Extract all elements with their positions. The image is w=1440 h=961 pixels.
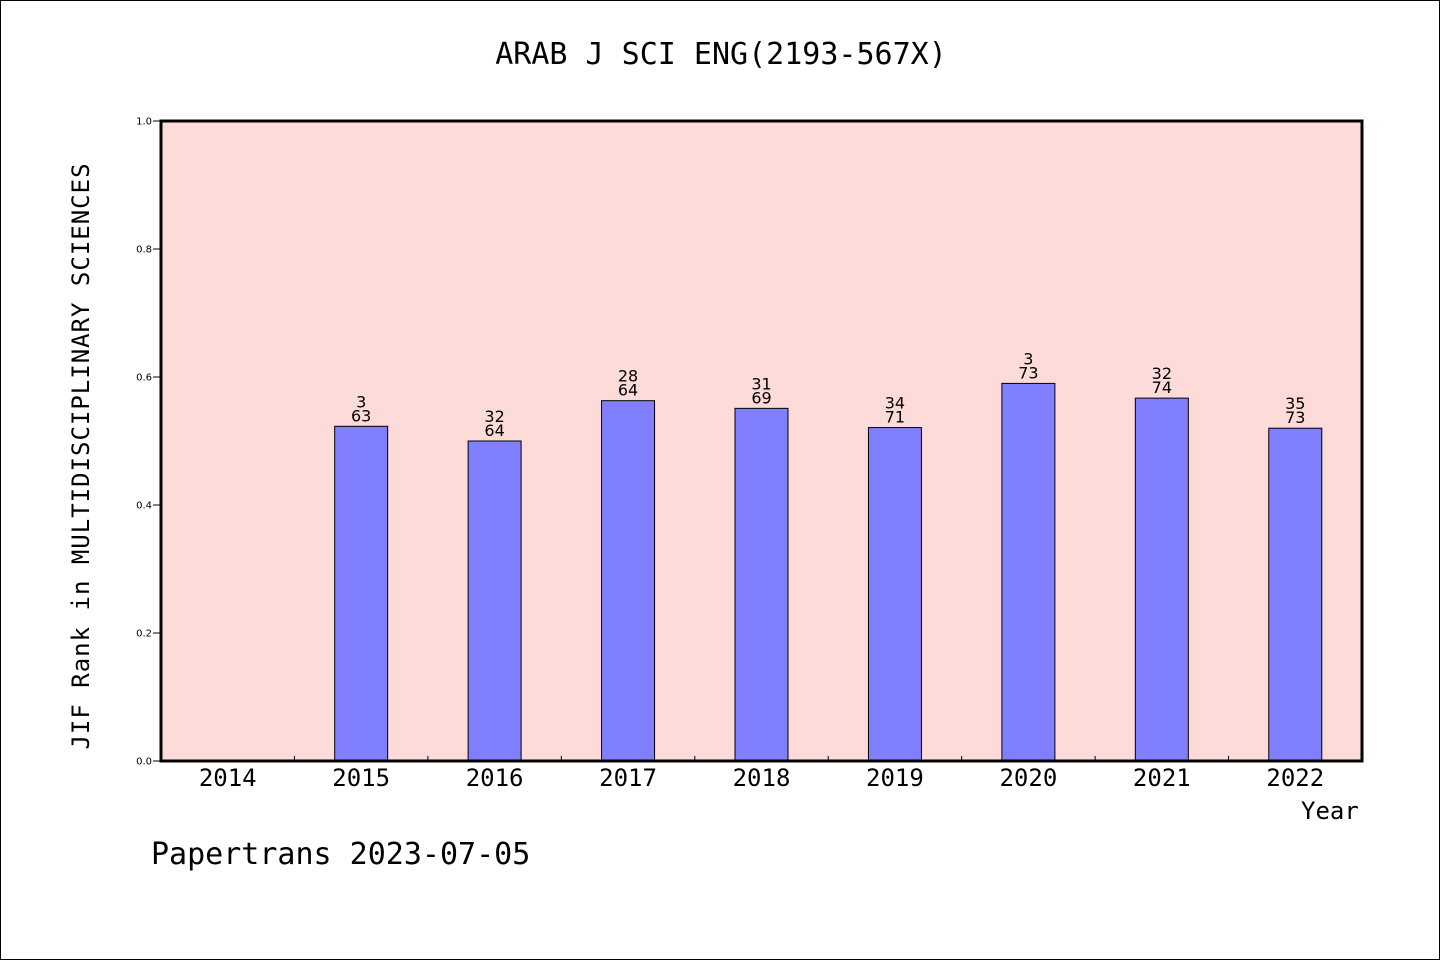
bar-rank-label: 3 (356, 392, 366, 411)
bar-rank-label: 32 (1152, 364, 1172, 383)
bar-rank-label: 28 (618, 367, 638, 386)
bar-total-label: 74 (1152, 378, 1172, 397)
x-tick-label: 2022 (1266, 764, 1324, 792)
bar (467, 440, 522, 762)
y-tick-label: 0.4 (136, 501, 152, 512)
y-tick-label: 0.8 (136, 245, 152, 256)
bar (601, 400, 656, 762)
bar (867, 427, 922, 762)
bar-total-label: 64 (484, 421, 504, 440)
bar-total-label: 64 (618, 381, 638, 400)
bar (734, 407, 789, 762)
plot-border (159, 119, 1364, 763)
x-axis-label: Year (1301, 797, 1359, 825)
bar-rank-label: 34 (885, 394, 905, 413)
bar (1001, 382, 1056, 762)
chart-title: ARAB J SCI ENG(2193-567X) (495, 37, 947, 72)
y-tick-label: 0.2 (136, 629, 152, 640)
x-tick-label: 2019 (866, 764, 924, 792)
x-tick-label: 2018 (733, 764, 791, 792)
bar-total-label: 73 (1285, 408, 1305, 427)
x-tick-label: 2015 (332, 764, 390, 792)
x-tick-label: 2016 (466, 764, 524, 792)
bar-total-label: 69 (751, 388, 771, 407)
bar-rank-label: 32 (484, 407, 504, 426)
y-tick-label: 0.6 (136, 373, 152, 384)
bar-total-label: 71 (885, 408, 905, 427)
bar (1134, 397, 1189, 762)
x-tick-label: 2017 (599, 764, 657, 792)
x-tick-label: 2020 (999, 764, 1057, 792)
y-tick-label: 0.0 (136, 757, 152, 768)
y-tick-label: 1.0 (136, 117, 152, 128)
x-tick-label: 2014 (199, 764, 257, 792)
bar-rank-label: 3 (1023, 349, 1033, 368)
bar (1268, 427, 1323, 762)
x-tick-label: 2021 (1133, 764, 1191, 792)
bar-rank-label: 35 (1285, 394, 1305, 413)
bar-rank-label: 31 (751, 374, 771, 393)
footer-credit: Papertrans 2023-07-05 (151, 837, 531, 872)
bar (334, 425, 389, 762)
bar-total-label: 73 (1018, 363, 1038, 382)
bar-total-label: 63 (351, 406, 371, 425)
